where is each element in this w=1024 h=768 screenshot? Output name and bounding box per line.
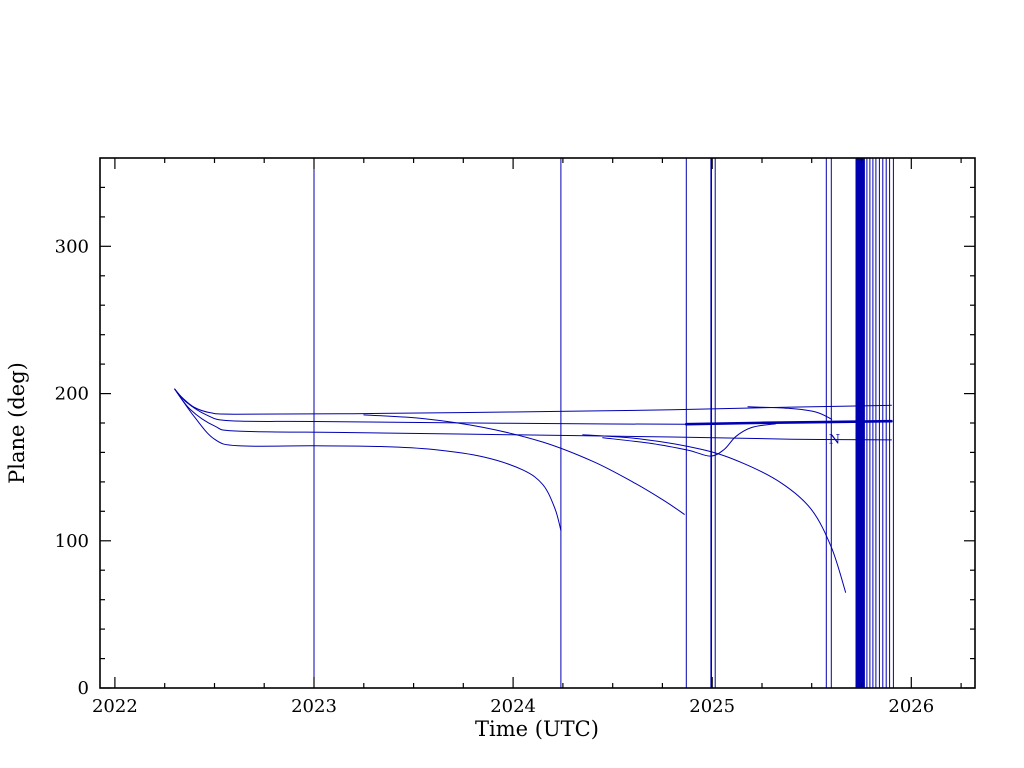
y-tick-label: 100 xyxy=(55,531,89,552)
x-axis-label: Time (UTC) xyxy=(475,717,599,741)
series-track-6-decay-2025.7 xyxy=(582,434,847,593)
series-track-5-decay-2024.9 xyxy=(363,414,685,515)
x-tick-label: 2026 xyxy=(888,696,934,717)
series-track-8-arc xyxy=(747,406,833,420)
x-tick-label: 2023 xyxy=(291,696,337,717)
series-track-3-lower-plateau xyxy=(174,388,892,441)
series-track-7-dip-recover xyxy=(602,423,777,457)
y-tick-label: 300 xyxy=(55,236,89,257)
series-curves xyxy=(174,388,893,593)
event-lines xyxy=(313,158,894,688)
annotation-text: N xyxy=(829,433,840,448)
x-tick-label: 2025 xyxy=(689,696,735,717)
x-tick-label: 2022 xyxy=(92,696,138,717)
series-track-2-mid-thin xyxy=(174,388,687,425)
series-track-1-top-plateau xyxy=(174,388,892,415)
chart-layers: N 2022 2023 2024 2025 2026 0 100 200 300 xyxy=(55,157,976,717)
series-track-2-mid-thick xyxy=(685,419,893,426)
y-tick-label: 0 xyxy=(78,678,89,699)
y-axis-label: Plane (deg) xyxy=(5,362,29,484)
x-tick-label: 2024 xyxy=(490,696,536,717)
series-track-4-decay-2024.2 xyxy=(174,388,562,531)
axes: 2022 2023 2024 2025 2026 0 100 200 300 xyxy=(55,157,976,717)
y-tick-label: 200 xyxy=(55,384,89,405)
